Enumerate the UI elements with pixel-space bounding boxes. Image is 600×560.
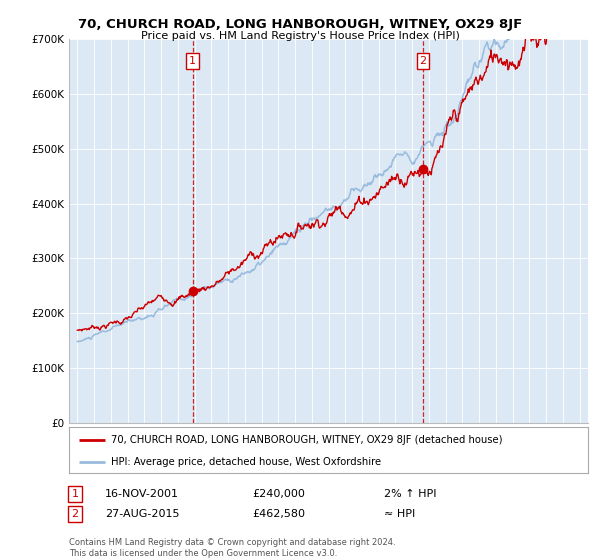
Text: £240,000: £240,000 — [252, 489, 305, 499]
Text: Contains HM Land Registry data © Crown copyright and database right 2024.
This d: Contains HM Land Registry data © Crown c… — [69, 538, 395, 558]
Text: £462,580: £462,580 — [252, 509, 305, 519]
Text: 1: 1 — [71, 489, 79, 499]
Text: 1: 1 — [189, 56, 196, 66]
Text: 16-NOV-2001: 16-NOV-2001 — [105, 489, 179, 499]
Text: 2: 2 — [419, 56, 427, 66]
Text: HPI: Average price, detached house, West Oxfordshire: HPI: Average price, detached house, West… — [110, 457, 380, 467]
Text: 27-AUG-2015: 27-AUG-2015 — [105, 509, 179, 519]
Text: 70, CHURCH ROAD, LONG HANBOROUGH, WITNEY, OX29 8JF: 70, CHURCH ROAD, LONG HANBOROUGH, WITNEY… — [78, 18, 522, 31]
Text: 70, CHURCH ROAD, LONG HANBOROUGH, WITNEY, OX29 8JF (detached house): 70, CHURCH ROAD, LONG HANBOROUGH, WITNEY… — [110, 435, 502, 445]
Text: ≈ HPI: ≈ HPI — [384, 509, 415, 519]
Text: 2% ↑ HPI: 2% ↑ HPI — [384, 489, 437, 499]
Text: Price paid vs. HM Land Registry's House Price Index (HPI): Price paid vs. HM Land Registry's House … — [140, 31, 460, 41]
Text: 2: 2 — [71, 509, 79, 519]
